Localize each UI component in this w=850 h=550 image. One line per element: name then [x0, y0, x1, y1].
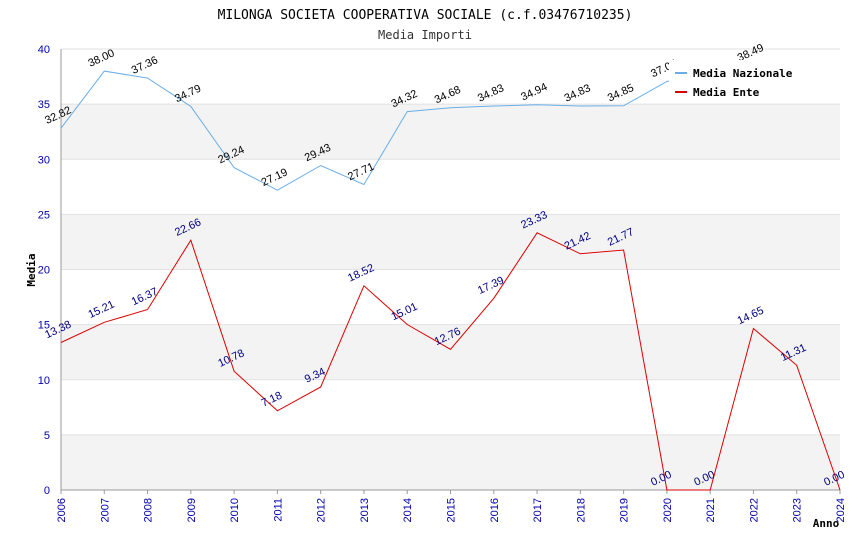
- series-line: [60, 65, 754, 191]
- x-tick-label: 2014: [402, 498, 414, 522]
- y-tick-label: 35: [38, 99, 50, 111]
- series-lines: [60, 65, 841, 491]
- grid-band: [61, 159, 840, 215]
- x-tick-label: 2017: [532, 498, 544, 522]
- x-tick-label: 2012: [316, 498, 328, 522]
- y-tick-label: 20: [38, 265, 50, 277]
- series-line: [60, 232, 841, 491]
- x-tick-label: 2019: [619, 498, 631, 522]
- y-tick-label: 15: [38, 320, 50, 332]
- y-tick-label: 0: [44, 485, 50, 497]
- x-tick-label: 2013: [359, 498, 371, 522]
- grid-band: [61, 269, 840, 325]
- x-tick-label: 2020: [662, 498, 674, 522]
- x-tick-label: 2024: [835, 498, 847, 522]
- x-tick-label: 2010: [229, 498, 241, 522]
- x-tick-label: 2006: [56, 498, 68, 522]
- x-tick-label: 2022: [748, 498, 760, 522]
- y-tick-label: 5: [44, 430, 50, 442]
- chart-title: MILONGA SOCIETA COOPERATIVA SOCIALE (c.f…: [218, 8, 633, 23]
- x-tick-label: 2015: [446, 498, 458, 522]
- grid-band: [61, 324, 840, 380]
- legend: Media Nazionale Media Ente: [669, 60, 810, 101]
- grid-bands: [61, 49, 840, 490]
- legend-entry: Media Nazionale: [693, 67, 793, 80]
- x-tick-label: 2008: [143, 498, 155, 522]
- legend-entry: Media Ente: [693, 86, 760, 99]
- grid-band: [61, 434, 840, 490]
- y-tick-label: 25: [38, 209, 50, 221]
- y-axis-label: Media: [25, 253, 38, 286]
- x-axis-label: Anno: [813, 517, 840, 530]
- x-tick-label: 2009: [186, 498, 198, 522]
- chart-subtitle: Media Importi: [378, 28, 472, 42]
- y-tick-labels: 0 5 10 15 20 25 30 35 40: [38, 44, 50, 497]
- x-tick-label: 2007: [99, 498, 111, 522]
- grid-band: [61, 214, 840, 270]
- x-tick-label: 2023: [792, 498, 804, 522]
- x-tick-labels: 2006 2007 2008 2009 2010 2011 2012 2013 2014 2015…: [56, 490, 847, 522]
- legend-box: [669, 60, 810, 101]
- grid-band: [61, 104, 840, 160]
- x-tick-label: 2021: [705, 498, 717, 522]
- x-tick-label: 2018: [575, 498, 587, 522]
- y-tick-label: 10: [38, 375, 50, 387]
- y-tick-label: 30: [38, 154, 50, 166]
- y-tick-label: 40: [38, 44, 50, 56]
- grid-band: [61, 379, 840, 435]
- x-tick-label: 2011: [272, 498, 284, 522]
- x-tick-label: 2016: [489, 498, 501, 522]
